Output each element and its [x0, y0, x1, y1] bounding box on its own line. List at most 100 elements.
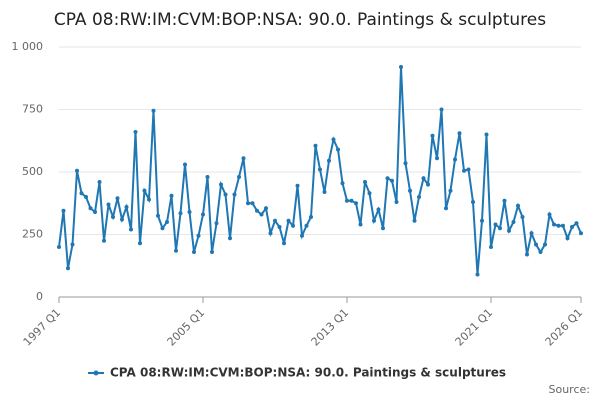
point [358, 222, 363, 227]
point [381, 226, 385, 231]
point [493, 222, 498, 227]
point [457, 131, 462, 136]
point [124, 205, 129, 209]
point [246, 201, 250, 206]
point [435, 156, 439, 161]
point [561, 223, 565, 228]
point [363, 180, 367, 184]
point [75, 168, 79, 173]
point [565, 236, 570, 241]
point [484, 132, 489, 137]
point [516, 203, 520, 208]
point [327, 158, 331, 163]
point [552, 222, 556, 227]
point [210, 250, 214, 254]
legend-label: CPA 08:RW:IM:CVM:BOP:NSA: 90.0. Painting… [110, 366, 506, 380]
point [462, 168, 466, 173]
point [309, 215, 313, 219]
point [165, 220, 169, 224]
point [178, 211, 183, 216]
point [102, 238, 106, 243]
x-tick-label: 2026 Q1 [543, 306, 586, 349]
point [232, 192, 237, 197]
point [255, 208, 259, 213]
point [390, 178, 394, 183]
point [169, 193, 174, 198]
point [340, 181, 345, 186]
point [228, 236, 232, 241]
point [115, 196, 120, 201]
point [421, 176, 426, 181]
point [291, 223, 295, 228]
point [57, 245, 61, 249]
point [372, 218, 376, 223]
point [106, 202, 111, 207]
point [97, 180, 102, 184]
point [498, 226, 502, 231]
point [367, 191, 372, 196]
point [264, 206, 268, 211]
point [556, 223, 561, 228]
point [156, 213, 160, 218]
legend-marker [93, 370, 99, 376]
point [66, 266, 70, 271]
point [84, 195, 88, 199]
point [538, 250, 543, 254]
point [502, 198, 507, 203]
point [79, 191, 84, 196]
point [408, 188, 412, 193]
point [219, 182, 223, 187]
point [160, 226, 165, 231]
point [120, 217, 124, 222]
y-tick-label: 750 [22, 103, 43, 116]
point [520, 215, 525, 219]
point [223, 192, 228, 197]
point [138, 241, 142, 246]
point [511, 220, 516, 224]
point [322, 190, 327, 194]
y-tick-label: 250 [22, 228, 43, 241]
point [430, 133, 435, 138]
point [475, 272, 480, 277]
point [151, 108, 156, 113]
y-tick-label: 0 [36, 290, 43, 303]
chart-title: CPA 08:RW:IM:CVM:BOP:NSA: 90.0. Painting… [54, 10, 546, 30]
point [453, 157, 457, 162]
point [403, 161, 408, 166]
point [471, 200, 475, 204]
point [277, 225, 282, 229]
point [354, 201, 358, 206]
point [507, 228, 511, 233]
point [268, 231, 273, 236]
point [426, 182, 430, 187]
point [399, 65, 403, 69]
point [273, 218, 277, 223]
point [201, 212, 205, 217]
point [376, 207, 381, 212]
point [489, 245, 493, 249]
point [286, 218, 291, 223]
point [529, 231, 534, 236]
point [300, 233, 304, 238]
point [304, 223, 309, 228]
point [147, 197, 151, 202]
point [579, 231, 583, 236]
point [142, 188, 147, 193]
point [336, 147, 340, 152]
point [282, 241, 286, 246]
point [259, 212, 264, 217]
point [480, 218, 484, 223]
point [205, 175, 210, 179]
x-tick-label: 2013 Q1 [309, 306, 352, 349]
point [525, 252, 529, 257]
point [412, 218, 417, 223]
point [295, 183, 300, 188]
point [129, 227, 133, 232]
point [88, 206, 93, 211]
point [250, 201, 255, 206]
point [174, 248, 178, 253]
point [385, 176, 390, 181]
point [439, 107, 444, 112]
point [196, 233, 201, 238]
point [61, 208, 66, 213]
